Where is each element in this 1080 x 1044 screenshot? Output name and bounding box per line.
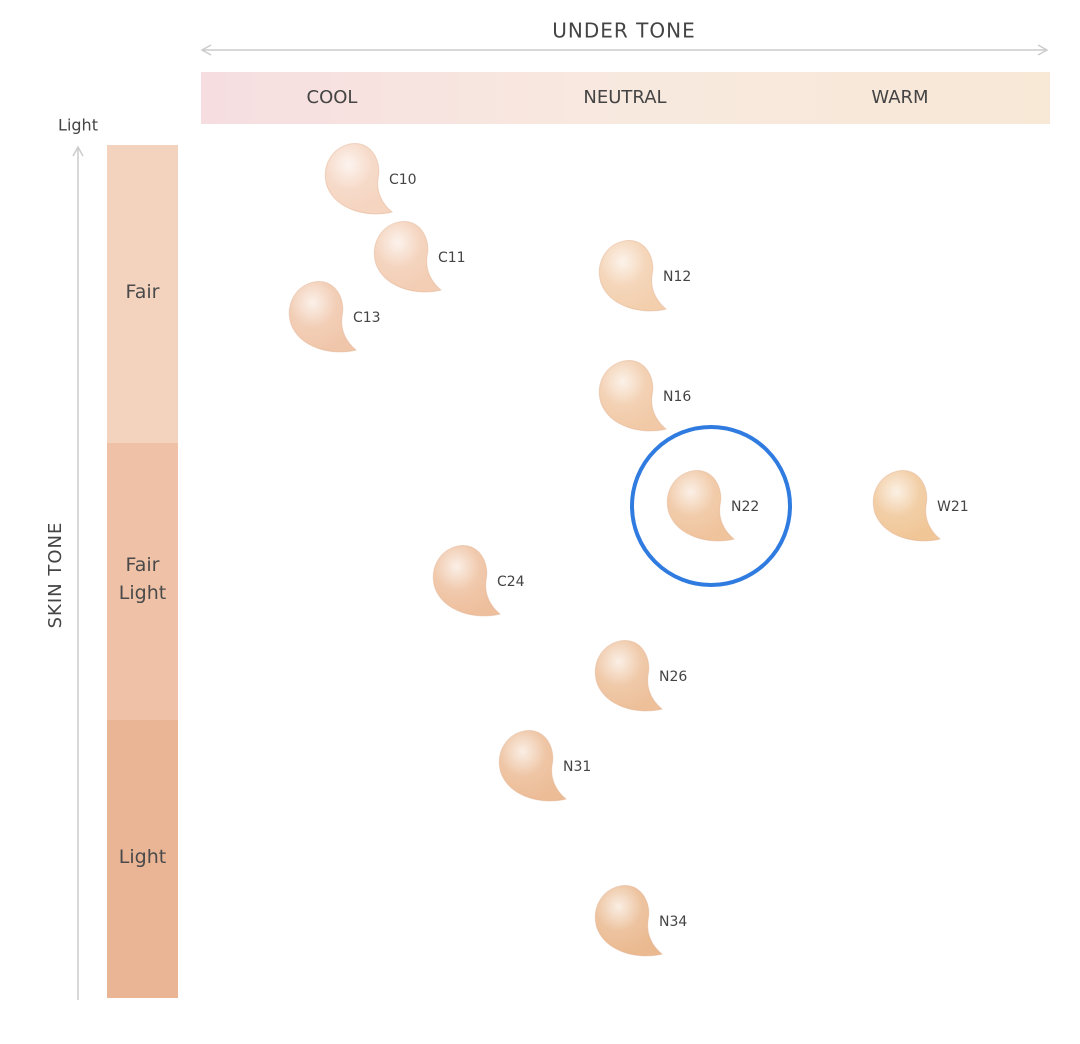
swatch-label: C10 bbox=[389, 172, 417, 188]
level-band bbox=[107, 145, 178, 443]
arrow-head bbox=[72, 145, 84, 157]
swatches: C10 C11 C13 N12 N16 N22 W21 C24 N26 N31 N34 bbox=[289, 143, 969, 957]
undertone-label: WARM bbox=[871, 87, 928, 108]
undertone-band bbox=[201, 72, 1050, 124]
swatch-shine bbox=[433, 545, 500, 616]
swatch-label: C24 bbox=[497, 574, 525, 590]
swatch-label: C11 bbox=[438, 250, 466, 266]
swatch-shine bbox=[599, 360, 666, 431]
level-band bbox=[107, 443, 178, 720]
highlight-circle bbox=[630, 425, 792, 587]
arrow-heads bbox=[200, 44, 1049, 56]
swatch-shine bbox=[595, 885, 662, 956]
swatch-shine bbox=[499, 730, 566, 801]
swatch-shine bbox=[667, 470, 734, 541]
swatch-label: N31 bbox=[563, 759, 591, 775]
axis-title: SKIN TONE bbox=[45, 522, 66, 629]
level-band bbox=[107, 720, 178, 998]
axis-top-label: Light bbox=[58, 116, 98, 135]
swatch-shine bbox=[873, 470, 940, 541]
swatch-label: N12 bbox=[663, 269, 691, 285]
swatch-label: C13 bbox=[353, 310, 381, 326]
swatch-shine bbox=[325, 143, 392, 214]
level-label: Fair bbox=[125, 281, 160, 303]
undertone-label: NEUTRAL bbox=[583, 87, 666, 108]
swatch-shine bbox=[595, 640, 662, 711]
undertone-label: COOL bbox=[307, 87, 358, 108]
swatch-label: W21 bbox=[937, 499, 969, 515]
level-label: Light bbox=[118, 846, 167, 868]
undertone-title: UNDER TONE bbox=[552, 19, 695, 43]
swatch-label: N22 bbox=[731, 499, 759, 515]
swatch-shine bbox=[599, 240, 666, 311]
swatch-shine bbox=[374, 221, 441, 292]
level-label: Fair Light bbox=[118, 554, 167, 604]
swatch-label: N16 bbox=[663, 389, 691, 405]
swatch-label: N34 bbox=[659, 914, 687, 930]
swatch-shine bbox=[289, 281, 356, 352]
swatch-label: N26 bbox=[659, 669, 687, 685]
